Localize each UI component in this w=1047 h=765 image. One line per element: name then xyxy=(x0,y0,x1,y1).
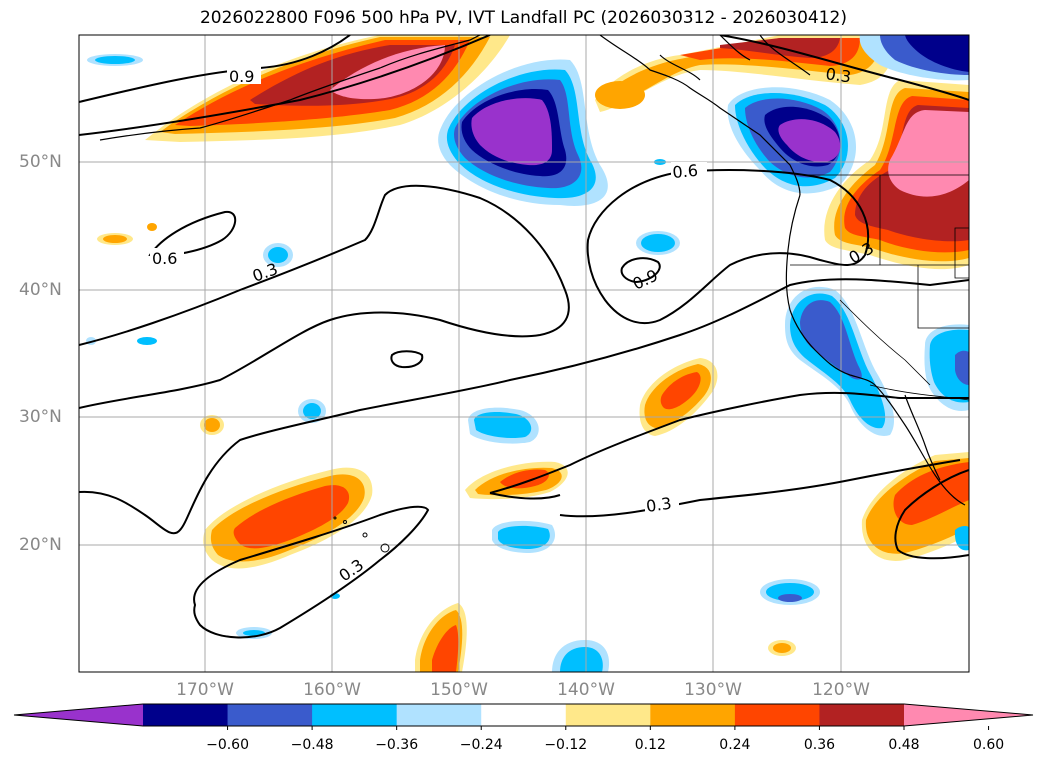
colorbar-tick-label: −0.48 xyxy=(290,737,334,753)
colorbar-swatch xyxy=(143,704,229,726)
lon-label: 140°W xyxy=(557,680,615,700)
negative-anomaly-great-basin xyxy=(924,324,969,411)
colorbar-tick-label: 0.24 xyxy=(719,737,751,753)
colorbar-swatch xyxy=(734,704,820,726)
colorbar-tick-label: 0.60 xyxy=(972,737,1005,753)
gridlines xyxy=(79,35,969,672)
hawaiian-islands xyxy=(333,516,390,553)
negative-anomaly-northeast-pacific xyxy=(438,59,608,206)
positive-anomaly-subtropical-pacific xyxy=(465,461,568,500)
contour-label: 0.6 xyxy=(152,249,177,268)
colorbar-swatch xyxy=(481,704,567,726)
colorbar-tick-label: −0.36 xyxy=(375,737,419,753)
colorbar-tick-label: −0.60 xyxy=(206,737,249,753)
map-frame xyxy=(78,34,970,673)
colorbar-tick-label: 0.12 xyxy=(634,737,666,753)
colorbar-extend-high xyxy=(904,704,1033,726)
positive-anomaly-north-pacific xyxy=(145,35,510,142)
lon-label: 130°W xyxy=(684,680,742,700)
colorbar-outline xyxy=(13,703,1034,727)
colorbar-tick-label: 0.48 xyxy=(888,737,920,753)
contour-label: 0.3 xyxy=(645,494,673,516)
colorbar-swatch xyxy=(650,704,736,726)
contour-label: 0.6 xyxy=(672,161,699,182)
positive-anomaly-tropics-west xyxy=(415,603,467,672)
lon-label: 150°W xyxy=(430,680,488,700)
contour-label: 0.3 xyxy=(824,64,852,86)
contour-label: 0.9 xyxy=(229,67,254,86)
negative-anomaly-northeast-corner xyxy=(859,35,969,81)
colorbar-extend-low xyxy=(14,704,143,726)
negative-anomaly-tropics xyxy=(552,640,610,672)
colorbar-tick-label: −0.12 xyxy=(544,737,588,753)
colorbar-swatch xyxy=(565,704,651,726)
colorbar-swatch xyxy=(819,704,905,726)
lat-label: 40°N xyxy=(19,280,62,300)
negative-anomaly-subtropical-central xyxy=(492,520,556,553)
colorbar-swatch xyxy=(396,704,482,726)
colorbar-tick-label: 0.36 xyxy=(803,737,836,753)
colorbar-swatch xyxy=(227,704,313,726)
colorbar-swatch xyxy=(312,704,398,726)
negative-anomaly-pacific-northwest xyxy=(727,87,857,194)
map-title: 2026022800 F096 500 hPa PV, IVT Landfall… xyxy=(199,8,847,28)
lon-label: 160°W xyxy=(303,680,361,700)
colorbar xyxy=(13,703,1034,730)
lat-label: 30°N xyxy=(19,407,62,427)
colorbar-tick-label: −0.24 xyxy=(459,737,503,753)
positive-anomaly-hawaii xyxy=(203,467,373,569)
lat-label: 20°N xyxy=(19,535,62,555)
lon-label: 120°W xyxy=(812,680,870,700)
coastlines xyxy=(99,35,966,506)
lon-label: 170°W xyxy=(176,680,234,700)
lat-label: 50°N xyxy=(19,152,62,172)
